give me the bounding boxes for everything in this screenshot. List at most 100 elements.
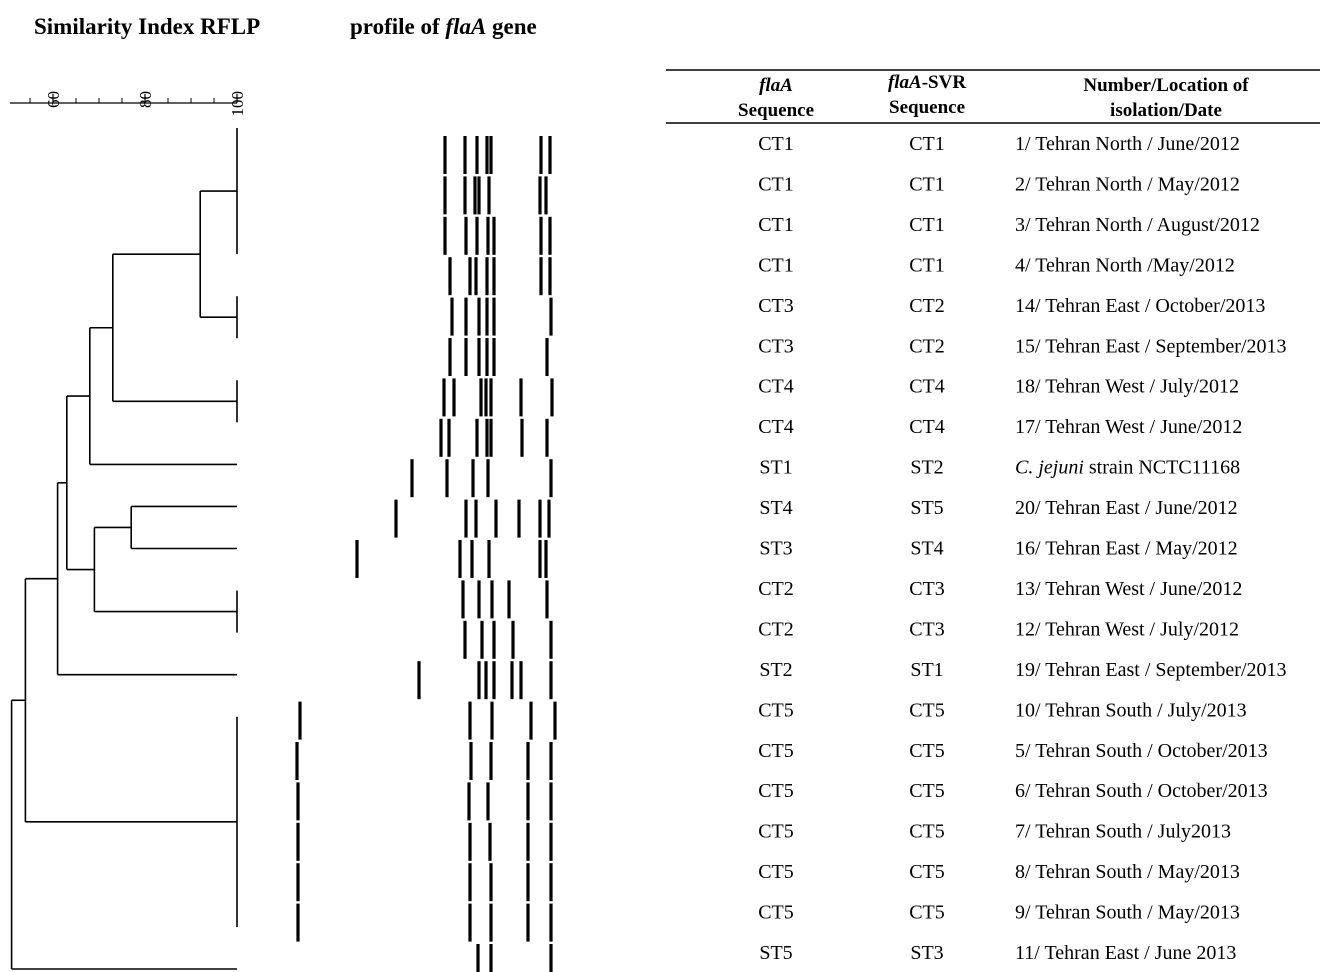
table-cell: 13/ Tehran West / June/2012 (1015, 578, 1242, 600)
band (480, 621, 483, 659)
table-cell: CT2 (758, 578, 794, 600)
table-cell: CT2 (909, 335, 945, 357)
band (443, 176, 446, 214)
band (452, 378, 455, 416)
band (448, 257, 451, 295)
table-cell: CT4 (909, 416, 945, 438)
band (489, 419, 492, 457)
band (296, 782, 299, 820)
band (538, 176, 541, 214)
band (489, 944, 492, 972)
table-cell: CT4 (758, 376, 794, 398)
header: isolation/Date (1110, 100, 1222, 121)
band (479, 378, 482, 416)
table-cell: 12/ Tehran West / July/2012 (1015, 618, 1239, 640)
table-cell: ST2 (910, 457, 943, 479)
table-cell: ST5 (910, 497, 943, 519)
table-cell: CT5 (909, 902, 945, 924)
band (548, 257, 551, 295)
band (467, 782, 470, 820)
band (475, 419, 478, 457)
table-cell: 2/ Tehran North / May/2012 (1015, 173, 1240, 195)
band (489, 378, 492, 416)
table-cell: ST1 (910, 659, 943, 681)
band (394, 500, 397, 538)
band (477, 176, 480, 214)
band (487, 540, 490, 578)
table-cell: CT1 (909, 173, 945, 195)
band (485, 136, 488, 174)
band (485, 298, 488, 336)
band (507, 580, 510, 618)
band (538, 500, 541, 538)
table-cell: CT1 (909, 214, 945, 236)
band (489, 863, 492, 901)
band (549, 782, 552, 820)
band (544, 176, 547, 214)
table-cell: 1/ Tehran North / June/2012 (1015, 133, 1240, 155)
band (486, 217, 489, 255)
band (450, 298, 453, 336)
band (475, 136, 478, 174)
band (539, 257, 542, 295)
table-cell: CT1 (758, 214, 794, 236)
table-cell: 15/ Tehran East / September/2013 (1015, 335, 1287, 357)
table-cell: 16/ Tehran East / May/2012 (1015, 538, 1238, 560)
header: Number/Location of (1083, 75, 1249, 96)
table-cell: CT1 (909, 133, 945, 155)
header: flaA-SVR (888, 72, 966, 93)
band (488, 823, 491, 861)
dendrogram-title: Similarity Index RFLP (34, 14, 260, 39)
band (526, 904, 529, 942)
table-cell: 9/ Tehran South / May/2013 (1015, 902, 1240, 924)
band (526, 742, 529, 780)
band (463, 176, 466, 214)
table-cell: CT5 (758, 821, 794, 843)
band (439, 419, 442, 457)
table-cell: CT5 (909, 861, 945, 883)
band (484, 661, 487, 699)
table-cell: ST3 (910, 942, 943, 964)
band (485, 338, 488, 376)
band (492, 621, 495, 659)
band (443, 136, 446, 174)
band (545, 580, 548, 618)
band (468, 904, 471, 942)
table-cell: 6/ Tehran South / October/2013 (1015, 780, 1268, 802)
band (295, 742, 298, 780)
band (550, 378, 553, 416)
band (549, 904, 552, 942)
table-cell: CT3 (909, 578, 945, 600)
band (492, 661, 495, 699)
band (296, 823, 299, 861)
band (538, 540, 541, 578)
band (492, 257, 495, 295)
band (511, 621, 514, 659)
band (464, 217, 467, 255)
title-part: flaA (445, 14, 486, 39)
band (474, 500, 477, 538)
band (417, 661, 420, 699)
band (355, 540, 358, 578)
band (549, 863, 552, 901)
band (547, 500, 550, 538)
table-cell: 3/ Tehran North / August/2012 (1015, 214, 1260, 236)
band (549, 661, 552, 699)
table-cell: CT5 (909, 740, 945, 762)
band (468, 863, 471, 901)
table-cell: 11/ Tehran East / June 2013 (1015, 942, 1236, 964)
table-cell: CT5 (909, 780, 945, 802)
header: flaA (759, 75, 793, 96)
band (494, 500, 497, 538)
band (464, 298, 467, 336)
band (468, 823, 471, 861)
band (489, 136, 492, 174)
band (539, 217, 542, 255)
band (468, 257, 471, 295)
table-cell: 17/ Tehran West / June/2012 (1015, 416, 1242, 438)
band (526, 782, 529, 820)
band (442, 378, 445, 416)
band (529, 702, 532, 740)
band (549, 742, 552, 780)
band (489, 904, 492, 942)
